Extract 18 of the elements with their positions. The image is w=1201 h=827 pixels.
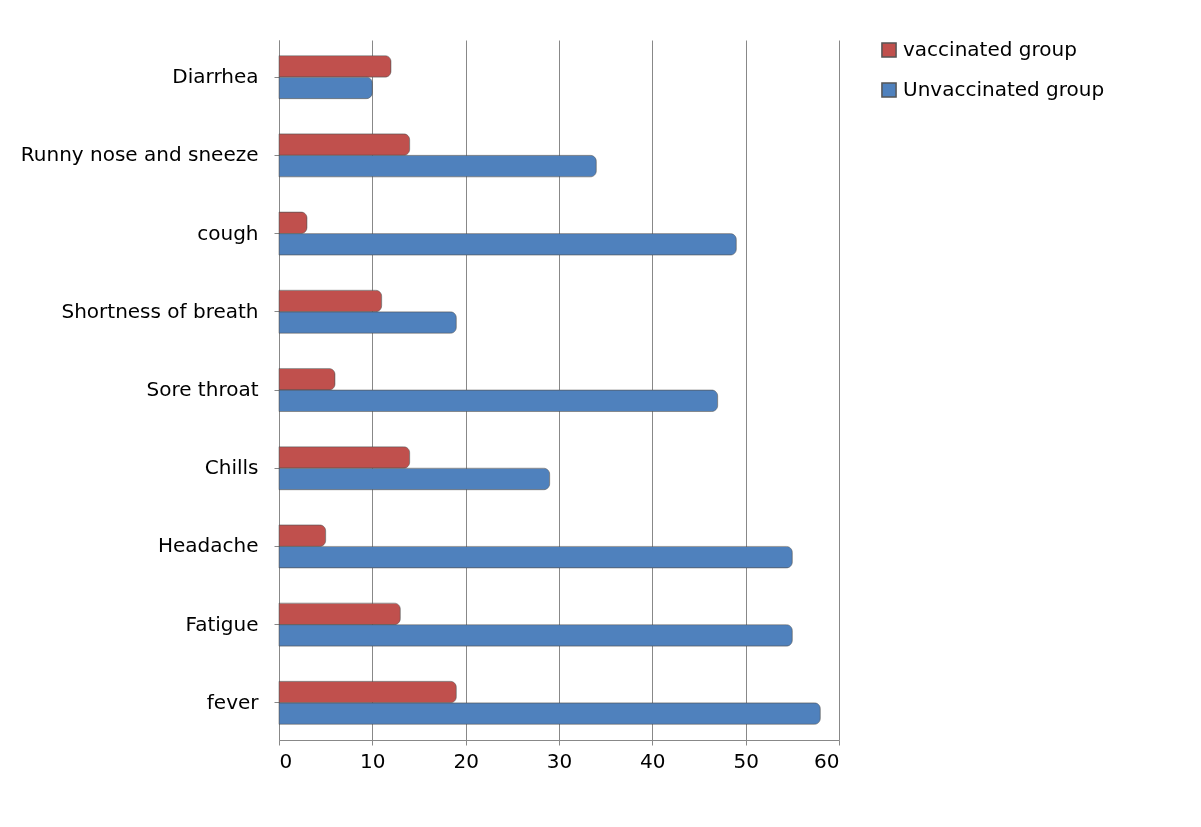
y-tick-label: cough bbox=[197, 220, 259, 245]
y-tick-label: Shortness of breath bbox=[61, 298, 259, 323]
y-tick-label: Sore throat bbox=[146, 377, 259, 401]
x-tick-label: 20 bbox=[453, 748, 479, 773]
legend-label: vaccinated group bbox=[903, 37, 1077, 61]
x-tick-label: 50 bbox=[733, 748, 759, 773]
y-tick-label: fever bbox=[206, 689, 260, 714]
y-tick-label: Chills bbox=[204, 455, 259, 480]
y-tick-label: Diarrhea bbox=[172, 64, 259, 89]
x-tick-label: 30 bbox=[546, 748, 573, 773]
x-tick-label: 40 bbox=[640, 748, 666, 773]
x-tick-label: 60 bbox=[814, 748, 840, 773]
legend-label: Unvaccinated group bbox=[903, 77, 1105, 101]
y-tick-label: Fatigue bbox=[185, 611, 259, 636]
y-tick-label: Runny nose and sneeze bbox=[20, 142, 259, 167]
x-tick-label: 0 bbox=[279, 748, 293, 773]
y-tick-label: Headache bbox=[157, 533, 259, 558]
x-tick-label: 10 bbox=[360, 748, 386, 773]
